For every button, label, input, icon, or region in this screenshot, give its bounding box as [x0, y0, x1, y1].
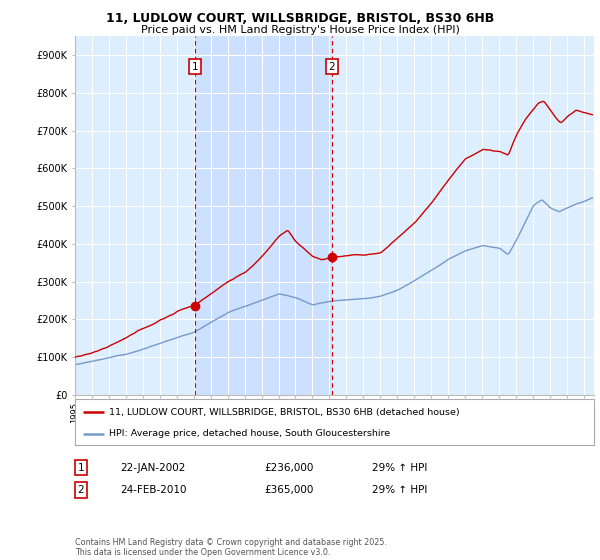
Text: 24-FEB-2010: 24-FEB-2010 — [120, 485, 187, 495]
Text: £365,000: £365,000 — [264, 485, 313, 495]
Text: 11, LUDLOW COURT, WILLSBRIDGE, BRISTOL, BS30 6HB (detached house): 11, LUDLOW COURT, WILLSBRIDGE, BRISTOL, … — [109, 408, 460, 417]
Text: 1: 1 — [77, 463, 85, 473]
Text: 1: 1 — [191, 62, 198, 72]
Text: Contains HM Land Registry data © Crown copyright and database right 2025.
This d: Contains HM Land Registry data © Crown c… — [75, 538, 387, 557]
Text: HPI: Average price, detached house, South Gloucestershire: HPI: Average price, detached house, Sout… — [109, 429, 390, 438]
Text: 29% ↑ HPI: 29% ↑ HPI — [372, 463, 427, 473]
Text: Price paid vs. HM Land Registry's House Price Index (HPI): Price paid vs. HM Land Registry's House … — [140, 25, 460, 35]
Bar — [195, 36, 332, 395]
Text: 29% ↑ HPI: 29% ↑ HPI — [372, 485, 427, 495]
Text: 22-JAN-2002: 22-JAN-2002 — [120, 463, 185, 473]
Text: 2: 2 — [77, 485, 85, 495]
Text: £236,000: £236,000 — [264, 463, 313, 473]
Text: 2: 2 — [329, 62, 335, 72]
Text: 11, LUDLOW COURT, WILLSBRIDGE, BRISTOL, BS30 6HB: 11, LUDLOW COURT, WILLSBRIDGE, BRISTOL, … — [106, 12, 494, 25]
